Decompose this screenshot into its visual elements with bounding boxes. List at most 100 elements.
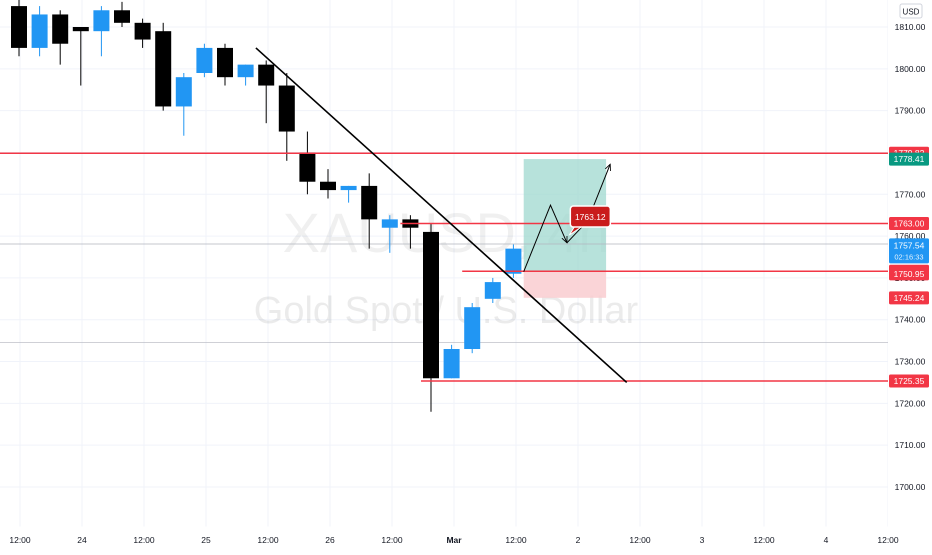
time-tick-label: 12:00 <box>629 535 651 545</box>
drawings[interactable]: 1763.12 <box>255 47 628 384</box>
price-tag: 1778.41 <box>889 152 929 166</box>
time-tick-label: 26 <box>325 535 335 545</box>
price-callout[interactable]: 1763.12 <box>568 205 612 236</box>
candle-body <box>464 307 481 349</box>
bar-countdown-text: 02:16:33 <box>894 252 923 261</box>
candle-body <box>381 219 398 228</box>
level-tag-text: 1763.00 <box>894 219 925 229</box>
candle-down <box>299 131 316 195</box>
candle-up <box>237 64 254 86</box>
time-ticks: 12:00 24 12:00 25 12:00 26 12:00 Mar 12:00 2 12:00… <box>9 535 899 545</box>
callout-box <box>569 205 612 228</box>
price-tick-label: 1710.00 <box>895 440 926 450</box>
candle-down <box>114 1 130 27</box>
candle-body <box>52 14 69 44</box>
price-tag-text: 1750.95 <box>894 269 925 279</box>
projected-path-leg-1[interactable] <box>523 203 568 272</box>
price-axis[interactable]: USD 1810.001800.001790.001780.001770.001… <box>888 0 932 527</box>
candle-body <box>299 152 316 182</box>
time-tick-label: 24 <box>77 535 87 545</box>
candle-body <box>505 248 522 274</box>
candle-body <box>423 231 439 379</box>
candle-down <box>423 223 439 412</box>
time-tick-label: 12:00 <box>257 535 279 545</box>
price-tick-label: 1810.00 <box>895 22 926 32</box>
price-tick-label: 1790.00 <box>895 106 926 116</box>
time-axis-background <box>0 527 932 550</box>
price-tag-text: 1778.41 <box>894 154 925 164</box>
time-tick-label: 12:00 <box>9 535 31 545</box>
current-price-tag: 1757.54 02:16:33 <box>889 238 929 264</box>
current-price-text: 1757.54 <box>894 240 925 250</box>
candle-down <box>278 73 295 161</box>
candle-up <box>196 43 213 78</box>
candle-body <box>155 31 172 107</box>
price-tag-box <box>889 267 929 281</box>
candle-down <box>217 43 233 86</box>
price-tick-label: 1730.00 <box>895 357 926 367</box>
candle-down <box>361 173 378 249</box>
time-tick-label: 12:00 <box>753 535 775 545</box>
candle-body <box>361 185 378 220</box>
candle-body <box>484 282 501 299</box>
candle-body <box>134 22 151 40</box>
time-tick-label: 4 <box>824 535 829 545</box>
candle-body <box>31 14 48 48</box>
price-tag: 1745.24 <box>889 291 929 305</box>
currency-badge-box <box>899 3 923 19</box>
grid-lines <box>0 0 889 527</box>
candle-body <box>217 47 233 78</box>
price-tick-label: 1770.00 <box>895 189 926 199</box>
candle-body <box>72 27 89 32</box>
price-tag: 1750.95 <box>889 267 929 281</box>
candles <box>11 0 522 412</box>
candle-body <box>340 185 357 191</box>
time-tick-label: 25 <box>201 535 211 545</box>
price-tag-box <box>889 152 929 166</box>
time-axis[interactable]: 12:00 24 12:00 25 12:00 26 12:00 Mar 12:00 2 12:00… <box>0 526 932 550</box>
candle-body <box>114 10 130 23</box>
reference-lines <box>0 243 888 343</box>
price-ticks: 1810.001800.001790.001780.001770.001760.… <box>895 22 926 492</box>
candle-up <box>443 344 460 379</box>
candle-up <box>381 215 398 253</box>
currency-badge[interactable]: USD <box>899 3 923 19</box>
candle-up <box>31 6 48 57</box>
candle-body <box>320 181 336 191</box>
candle-up <box>175 73 192 136</box>
price-tick-label: 1720.00 <box>895 398 926 408</box>
candle-down <box>320 169 336 199</box>
position-zones <box>523 159 607 298</box>
level-tag-box <box>889 374 929 388</box>
callout-label: 1763.12 <box>575 212 606 222</box>
time-tick-label: 3 <box>700 535 705 545</box>
candle-up <box>340 185 357 203</box>
candle-body <box>11 6 27 48</box>
level-tag: 1725.35 <box>889 374 929 388</box>
time-tick-label: 12:00 <box>133 535 155 545</box>
price-axis-background <box>888 0 932 527</box>
candle-body <box>443 349 460 379</box>
time-tick-label: 12:00 <box>505 535 527 545</box>
candle-up <box>464 303 481 354</box>
stop-zone <box>523 271 607 298</box>
price-tick-label: 1760.00 <box>895 231 926 241</box>
level-tag-text: 1725.35 <box>894 376 925 386</box>
candle-down <box>11 0 27 57</box>
currency-label: USD <box>903 8 920 17</box>
candle-up <box>505 244 522 278</box>
candle-up <box>484 277 501 303</box>
price-tick-label: 1800.00 <box>895 64 926 74</box>
price-tag-box <box>889 291 929 305</box>
candle-down <box>134 18 151 48</box>
trendline[interactable] <box>255 47 628 384</box>
candle-down <box>155 22 172 111</box>
candle-down <box>52 10 69 65</box>
candle-body <box>278 85 295 132</box>
candle-body <box>196 47 213 73</box>
horizontal-levels[interactable] <box>0 152 888 382</box>
time-tick-label: 12:00 <box>381 535 403 545</box>
price-tag-text: 1745.24 <box>894 293 925 303</box>
